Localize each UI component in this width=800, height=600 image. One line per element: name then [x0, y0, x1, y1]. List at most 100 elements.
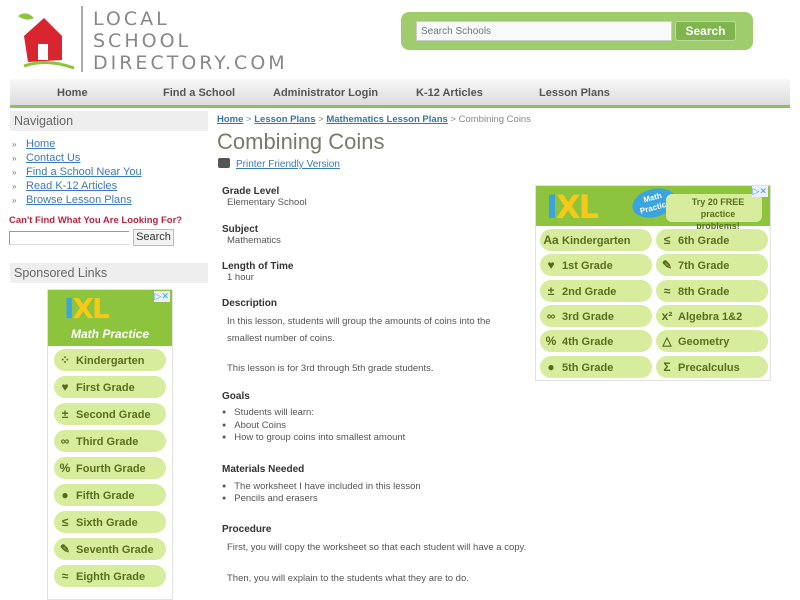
ixl-logo: IXL — [64, 292, 110, 325]
ad-grade-button[interactable]: ± Second Grade — [54, 403, 166, 425]
ad-grade-label: Fifth Grade — [76, 490, 135, 502]
symbol-icon: ∞ — [60, 434, 70, 448]
aa-icon: Aa — [543, 233, 559, 247]
sidebar-link-find-school[interactable]: » Find a School Near You — [12, 165, 142, 180]
nav-find-a-school[interactable]: Find a School — [163, 87, 236, 99]
ad-grade-button[interactable]: % Fourth Grade — [54, 457, 166, 479]
apple-icon: ● — [61, 488, 69, 502]
nav-administrator-login[interactable]: Administrator Login — [273, 87, 379, 99]
subject-value: Mathematics — [227, 235, 281, 246]
ad-grade-button[interactable]: ≈ Eighth Grade — [54, 565, 166, 587]
ad-grade-button[interactable]: ≤ Sixth Grade — [54, 511, 166, 533]
ad-header: IXL Math Practice Try 20 FREE practice p… — [536, 183, 770, 231]
logo-text-school: SCHOOL — [93, 30, 192, 52]
ad-grade-label: 2nd Grade — [562, 285, 617, 298]
sponsored-links-heading: Sponsored Links — [10, 263, 208, 283]
ad-grade-button[interactable]: ● Fifth Grade — [54, 484, 166, 506]
ad-grade-label: 3rd Grade — [562, 310, 614, 323]
ad-grade-button[interactable]: Σ Precalculus — [656, 355, 768, 378]
ad-grade-button[interactable]: ♥ First Grade — [54, 376, 166, 398]
ad-grade-button[interactable]: ✎ Seventh Grade — [54, 538, 166, 560]
material-item: Pencils and erasers — [222, 493, 317, 504]
bullet-icon: » — [12, 154, 17, 163]
sidebar-link-home[interactable]: » Home — [12, 137, 55, 152]
ad-grade-button[interactable]: ∞ 3rd Grade — [540, 304, 652, 327]
sidebar-search-input[interactable] — [9, 231, 129, 245]
bullet-icon: » — [12, 168, 17, 177]
adchoices-icon[interactable]: ▷✕ — [751, 186, 768, 197]
link-label[interactable]: Read K-12 Articles — [26, 180, 118, 192]
procedure-text: First, you will copy the worksheet so th… — [227, 542, 527, 553]
ad-grade-label: Fourth Grade — [76, 463, 146, 475]
description-text: This lesson is for 3rd through 5th grade… — [227, 363, 434, 374]
ad-grade-button[interactable]: △ Geometry — [656, 330, 768, 353]
link-label[interactable]: Home — [26, 138, 56, 150]
symbol-icon: % — [59, 461, 71, 475]
nav-k12-articles[interactable]: K-12 Articles — [416, 87, 483, 99]
link-label[interactable]: Browse Lesson Plans — [26, 194, 132, 206]
sidebar-link-lesson-plans[interactable]: » Browse Lesson Plans — [12, 193, 132, 208]
ad-grade-button[interactable]: ±2nd Grade — [540, 279, 652, 302]
goal-item: About Coins — [222, 420, 286, 431]
school-house-logo-icon[interactable] — [16, 8, 78, 74]
cup-icon: ♥ — [61, 380, 69, 394]
symbol-icon: ± — [61, 407, 69, 421]
nav-lesson-plans[interactable]: Lesson Plans — [539, 87, 610, 99]
printer-friendly-link[interactable]: Printer Friendly Version — [236, 159, 340, 170]
sidebar-search-button[interactable]: Search — [133, 229, 174, 246]
ad-grade-label: Sixth Grade — [76, 517, 138, 529]
ad-grade-button[interactable]: ♥ 1st Grade — [540, 254, 652, 277]
ad-grade-button[interactable]: ∞ Third Grade — [54, 430, 166, 452]
adchoices-icon[interactable]: ▷✕ — [153, 291, 170, 302]
ad-grade-button[interactable]: % 4th Grade — [540, 330, 652, 353]
logo-text-directory: DIRECTORY.COM — [93, 52, 288, 74]
main-nav-bar — [10, 79, 790, 108]
ad-grade-button[interactable]: Aa Kindergarten — [540, 229, 652, 251]
ad-grade-label: Third Grade — [76, 436, 139, 448]
ad-grade-button[interactable]: ● 5th Grade — [540, 355, 652, 378]
ad-grade-button[interactable]: ⁘ Kindergarten — [54, 349, 166, 371]
goal-item: How to group coins into smallest amount — [222, 432, 405, 443]
promo-text: Try 20 FREE practice problems! — [666, 194, 762, 231]
ixl-logo: IXL — [546, 188, 599, 226]
symbol-icon: ≤ — [663, 233, 671, 247]
ad-grade-button[interactable]: x² Algebra 1&2 — [656, 304, 768, 327]
search-schools-input[interactable] — [416, 21, 672, 41]
breadcrumb-current: Combining Coins — [458, 114, 531, 125]
ad-grade-label: 1st Grade — [562, 260, 613, 273]
ad-tagline: Math Practice — [70, 327, 150, 341]
link-label[interactable]: Find a School Near You — [26, 166, 142, 178]
breadcrumb-home[interactable]: Home — [217, 114, 244, 125]
pencil-icon: ✎ — [59, 542, 71, 556]
ad-grade-button[interactable]: ≈8th Grade — [656, 279, 768, 302]
breadcrumb: Home > Lesson Plans > Mathematics Lesson… — [217, 114, 531, 125]
sidebar-link-read-articles[interactable]: » Read K-12 Articles — [12, 179, 117, 194]
cup-icon: ♥ — [547, 258, 555, 273]
ixl-ad-right[interactable]: IXL Math Practice Try 20 FREE practice p… — [535, 183, 771, 381]
breadcrumb-separator: > — [318, 114, 324, 125]
grade-level-value: Elementary School — [227, 197, 307, 208]
ad-grade-label: Second Grade — [76, 409, 151, 421]
ad-grade-label: Precalculus — [678, 361, 740, 374]
procedure-text: Then, you will explain to the students w… — [227, 573, 469, 584]
sidebar-link-contact-us[interactable]: » Contact Us — [12, 151, 80, 166]
navigation-heading: Navigation — [10, 111, 208, 131]
ad-grade-label: Seventh Grade — [76, 544, 154, 556]
breadcrumb-math-lesson-plans[interactable]: Mathematics Lesson Plans — [326, 114, 448, 125]
link-label[interactable]: Contact Us — [26, 152, 81, 164]
nav-home[interactable]: Home — [57, 87, 88, 99]
logo-text-local: LOCAL — [93, 8, 170, 30]
search-button[interactable]: Search — [675, 21, 736, 41]
symbol-icon: % — [545, 334, 557, 349]
ad-grade-label: Eighth Grade — [76, 571, 146, 583]
breadcrumb-lesson-plans[interactable]: Lesson Plans — [254, 114, 316, 125]
apple-icon: ● — [547, 359, 555, 374]
ad-grade-button[interactable]: ≤6th Grade — [656, 229, 768, 251]
description-text: smallest number of coins. — [227, 333, 335, 344]
ixl-ad-left[interactable]: IXL Math Practice ▷✕ ⁘ Kindergarten ♥ First… — [47, 289, 173, 600]
ad-grade-label: First Grade — [76, 382, 135, 394]
ad-grade-button[interactable]: ✎ 7th Grade — [656, 254, 768, 277]
subject-label: Subject — [222, 224, 259, 235]
ad-grade-label: Kindergarten — [76, 355, 145, 367]
printer-icon[interactable] — [218, 158, 230, 168]
